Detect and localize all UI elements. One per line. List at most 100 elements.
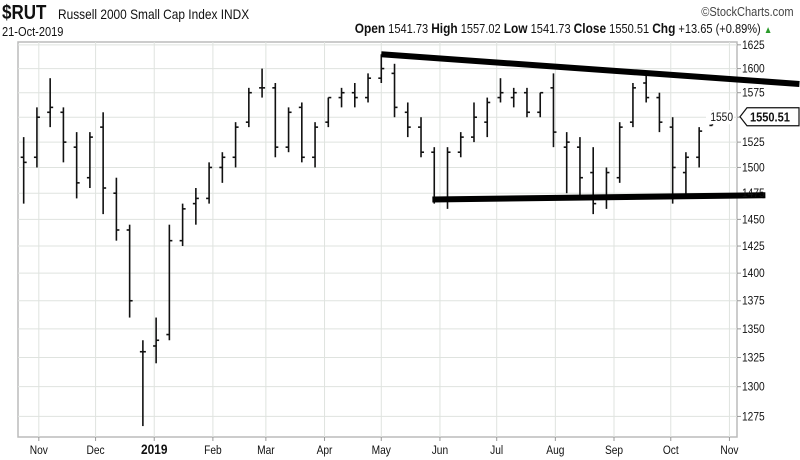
ohlc-bar	[179, 203, 186, 247]
ohlc-bar	[100, 112, 107, 215]
ohlc-bar	[616, 122, 623, 183]
ohlc-bar	[497, 78, 504, 103]
ohlc-bar	[20, 137, 27, 204]
ohlc-bar	[86, 132, 93, 189]
y-tick-label: 1425	[742, 240, 765, 253]
trendline	[432, 192, 766, 203]
ohlc-bar	[669, 117, 676, 204]
x-tick-label: May	[372, 444, 392, 457]
ohlc-bar	[47, 78, 54, 128]
ohlc-summary: Open 1541.73 High 1557.02 Low 1541.73 Cl…	[354, 21, 772, 38]
y-tick-label: 1600	[742, 63, 765, 76]
y-tick-label: 1625	[742, 39, 765, 52]
ohlc-bar	[696, 127, 703, 168]
index-name-text: Russell 2000 Small Cap Index	[58, 6, 218, 22]
ohlc-bar	[643, 73, 650, 103]
y-tick-label: 1500	[742, 162, 765, 175]
open-value: 1541.73	[387, 21, 428, 36]
ohlc-bar	[126, 224, 133, 318]
ohlc-bar	[563, 132, 570, 194]
ohlc-bar	[219, 152, 226, 183]
close-value: 1550.51	[608, 21, 649, 36]
y-tick-label: 1275	[742, 411, 765, 424]
ohlc-bar	[153, 317, 160, 364]
ohlc-bar	[378, 54, 385, 84]
x-tick-label: Sep	[605, 444, 623, 457]
x-tick-label: Jul	[490, 444, 503, 457]
symbol: $RUT	[2, 2, 47, 24]
ohlc-bar	[590, 147, 597, 215]
low-value: 1541.73	[530, 21, 571, 36]
ohlc-bar	[576, 137, 583, 199]
ohlc-bar	[33, 107, 40, 168]
ohlc-bar	[206, 162, 213, 204]
copyright: ©StockCharts.com	[701, 4, 794, 19]
y-tick-label: 1350	[742, 323, 765, 336]
y-tick-label: 1400	[742, 267, 765, 280]
y-tick-label: 1450	[742, 214, 765, 227]
ohlc-bar	[325, 96, 332, 128]
ohlc-bar	[391, 63, 398, 118]
chg-label: Chg	[651, 20, 676, 36]
ohlc-bar	[365, 73, 372, 103]
index-name: Russell 2000 Small Cap Index INDX	[58, 6, 249, 22]
ohlc-bar	[232, 122, 239, 168]
ohlc-bar	[139, 340, 146, 427]
chart-date: 21-Oct-2019	[2, 24, 64, 39]
ohlc-bar	[510, 87, 517, 108]
trendline	[381, 51, 800, 87]
y-tick-label: 1525	[742, 136, 765, 149]
chg-value: +13.65 (+0.89%)	[678, 21, 761, 36]
ohlc-bar	[682, 152, 689, 199]
ohlc-bar	[245, 87, 252, 128]
y-tick-label: 1325	[742, 352, 765, 365]
ohlc-bar	[404, 102, 411, 138]
ohlc-bar	[537, 91, 544, 118]
x-tick-label: Nov	[30, 444, 49, 457]
ohlc-bar	[259, 68, 266, 98]
ohlc-bar	[60, 107, 67, 163]
high-label: High	[430, 20, 458, 36]
x-tick-label: Jun	[432, 444, 448, 457]
ohlc-bar	[656, 92, 663, 133]
last-price-label: 1550.51	[750, 110, 790, 125]
ohlc-bar	[418, 117, 425, 158]
y-tick-label: 1550	[710, 112, 733, 125]
x-tick-label: Aug	[546, 444, 564, 457]
y-tick-label: 1300	[742, 381, 765, 394]
ohlc-bar	[272, 83, 279, 158]
ohlc-bar	[192, 188, 199, 225]
x-tick-label: Oct	[663, 444, 680, 457]
exchange: INDX	[220, 6, 250, 22]
ohlc-bar	[338, 87, 345, 108]
ohlc-bar	[629, 83, 636, 128]
x-tick-label: Nov	[720, 444, 739, 457]
ohlc-bar	[285, 107, 292, 153]
x-tick-label: Apr	[317, 444, 333, 457]
ohlc-bar	[73, 132, 80, 199]
triangle-up-icon: ▲	[763, 25, 772, 36]
open-label: Open	[354, 20, 385, 36]
close-label: Close	[573, 20, 606, 36]
x-tick-label: Mar	[257, 444, 275, 457]
high-value: 1557.02	[460, 21, 501, 36]
ohlc-bar	[457, 132, 464, 158]
low-label: Low	[503, 20, 528, 36]
ohlc-bar	[166, 224, 173, 341]
y-tick-label-backing	[706, 110, 734, 125]
x-tick-label: Dec	[87, 444, 106, 457]
y-tick-label: 1475	[742, 188, 765, 201]
ohlc-bar	[113, 177, 120, 241]
ohlc-bar	[298, 102, 305, 163]
ohlc-bar	[312, 122, 319, 168]
y-tick-label: 1375	[742, 295, 765, 308]
x-tick-label: Feb	[204, 444, 222, 457]
ohlc-bar	[470, 102, 477, 143]
x-tick-label: 2019	[141, 441, 167, 457]
ohlc-bar	[351, 83, 358, 108]
ohlc-bar	[484, 97, 491, 138]
last-price-tag	[739, 107, 800, 127]
y-tick-label: 1575	[742, 87, 765, 100]
